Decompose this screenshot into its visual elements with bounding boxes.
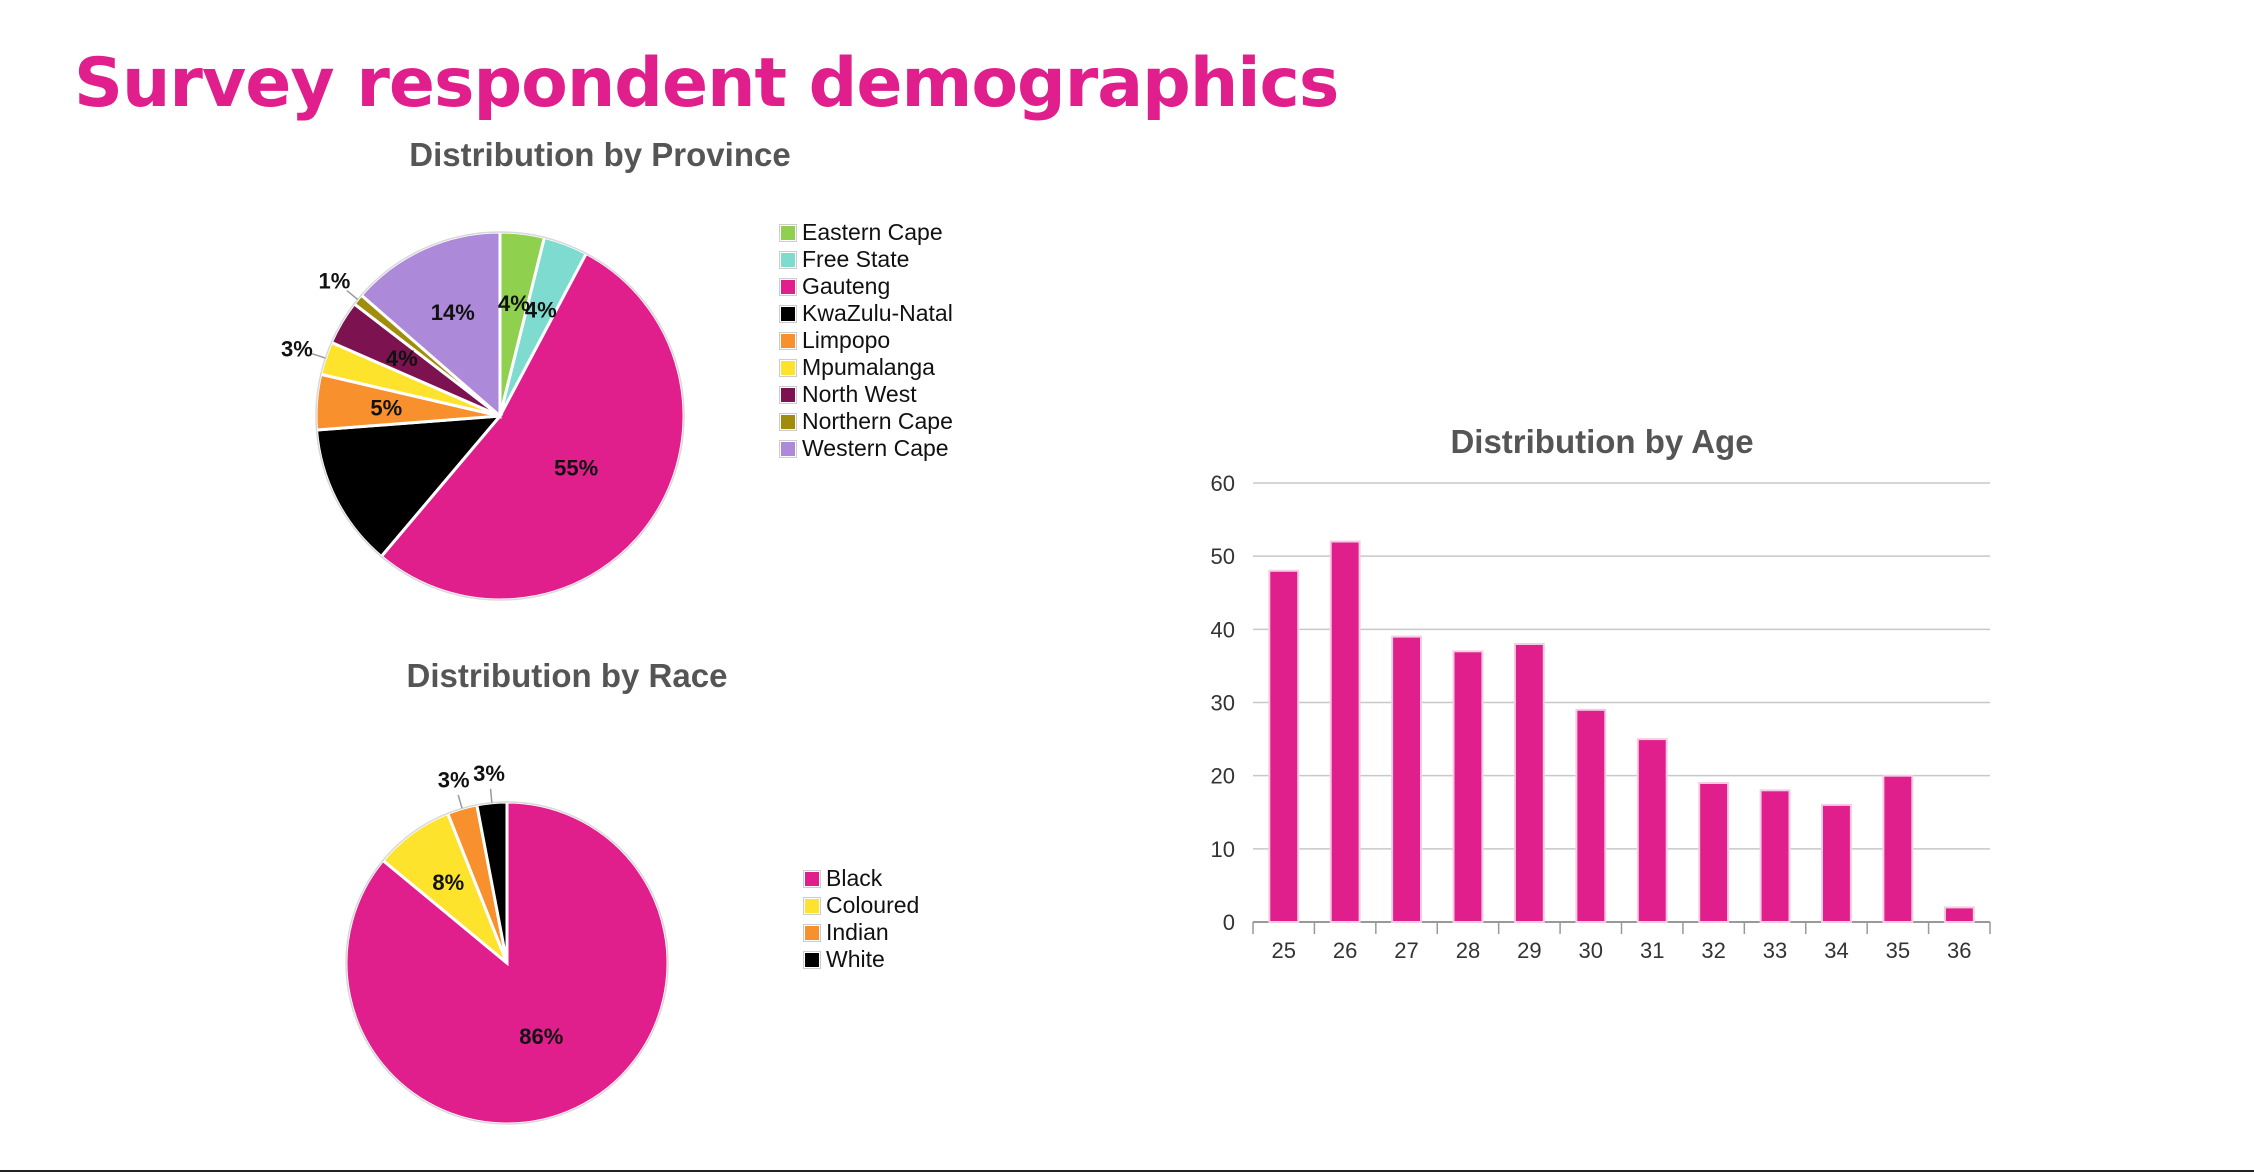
x-tick-label: 30	[1579, 938, 1603, 963]
pie-data-label: 1%	[319, 268, 351, 293]
legend-swatch	[779, 412, 797, 431]
bar-age-28	[1452, 650, 1484, 923]
pie-data-label: 3%	[473, 761, 505, 786]
pie-data-label: 5%	[370, 395, 402, 420]
legend-swatch	[803, 869, 821, 888]
legend-swatch	[779, 358, 797, 377]
label-leader-line	[489, 788, 493, 803]
province-chart-title: Distribution by Province	[409, 136, 791, 173]
y-tick-label: 30	[1211, 691, 1235, 716]
legend-swatch	[779, 439, 797, 458]
pie-data-label: 14%	[431, 300, 475, 325]
x-tick-label: 26	[1333, 938, 1357, 963]
label-leader-line	[457, 794, 463, 809]
bar-age-25	[1268, 569, 1300, 923]
age-chart-title: Distribution by Age	[1450, 423, 1754, 460]
legend-swatch	[803, 896, 821, 915]
pie-data-label: 4%	[498, 291, 530, 316]
label-leader-line	[346, 289, 359, 300]
pie-data-label: 8%	[432, 870, 464, 895]
x-tick-label: 33	[1763, 938, 1787, 963]
legend-swatch	[779, 331, 797, 350]
legend-label: Coloured	[826, 892, 920, 918]
x-tick-label: 35	[1886, 938, 1910, 963]
x-tick-label: 34	[1824, 938, 1848, 963]
x-tick-label: 36	[1947, 938, 1971, 963]
y-tick-label: 50	[1211, 544, 1235, 569]
legend-label: White	[826, 946, 885, 972]
bar-age-35	[1882, 774, 1914, 924]
bar-age-36	[1943, 906, 1975, 924]
bar-age-29	[1513, 643, 1545, 923]
x-tick-label: 29	[1517, 938, 1541, 963]
legend-label: Gauteng	[802, 273, 891, 299]
legend-item-limpopo: Limpopo	[779, 327, 953, 354]
legend-item-mpumalanga: Mpumalanga	[779, 354, 953, 381]
province-legend: Eastern Cape Free State Gauteng KwaZulu-Nat…	[779, 219, 953, 462]
x-tick-label: 32	[1701, 938, 1725, 963]
legend-item-eastern-cape: Eastern Cape	[779, 219, 953, 246]
pie-data-label: 3%	[438, 768, 470, 793]
legend-item-coloured: Coloured	[803, 892, 920, 919]
legend-label: Free State	[802, 246, 910, 272]
y-tick-label: 0	[1223, 910, 1235, 935]
legend-swatch	[779, 385, 797, 404]
legend-item-western-cape: Western Cape	[779, 435, 953, 462]
x-tick-label: 27	[1394, 938, 1418, 963]
legend-label: Western Cape	[802, 435, 949, 461]
legend-swatch	[803, 923, 821, 942]
y-tick-label: 10	[1211, 837, 1235, 862]
legend-item-white: White	[803, 946, 919, 973]
bar-age-26	[1329, 540, 1361, 923]
legend-item-indian: Indian	[803, 919, 919, 946]
legend-item-northern-cape: Northern Cape	[779, 408, 953, 435]
pie-data-label: 55%	[554, 456, 598, 481]
bottom-divider	[0, 1170, 2254, 1172]
y-tick-label: 60	[1211, 471, 1235, 496]
x-tick-label: 28	[1456, 938, 1480, 963]
pie-data-label: 4%	[386, 346, 418, 371]
pie-data-label: 86%	[519, 1024, 563, 1049]
legend-swatch	[779, 250, 797, 269]
pie-data-label: 4%	[525, 298, 557, 323]
x-tick-label: 31	[1640, 938, 1664, 963]
pie-data-label: 3%	[281, 337, 313, 362]
bar-age-33	[1759, 789, 1791, 923]
legend-label: Eastern Cape	[802, 219, 943, 245]
label-leader-line	[311, 352, 326, 359]
bar-age-30	[1575, 708, 1607, 923]
page-title: Survey respondent demographics	[74, 44, 1339, 123]
legend-swatch	[779, 223, 797, 242]
bar-age-31	[1636, 738, 1668, 923]
pie-outline	[345, 801, 669, 1125]
legend-label: Indian	[826, 919, 889, 945]
legend-label: Limpopo	[802, 327, 891, 353]
bar-age-34	[1821, 803, 1852, 924]
legend-item-free-state: Free State	[779, 246, 953, 273]
legend-swatch	[779, 304, 797, 323]
race-chart-title: Distribution by Race	[406, 657, 728, 694]
legend-item-kwazulu-natal: KwaZulu-Natal	[779, 300, 953, 327]
legend-label: Mpumalanga	[802, 354, 935, 380]
legend-item-north-west: North West	[779, 381, 953, 408]
legend-item-black: Black	[803, 865, 919, 892]
legend-label: Northern Cape	[802, 408, 953, 434]
legend-label: Black	[826, 865, 883, 891]
y-tick-label: 40	[1211, 617, 1235, 642]
bar-age-27	[1391, 635, 1422, 923]
legend-item-gauteng: Gauteng	[779, 273, 953, 300]
pie-outline	[315, 231, 685, 601]
y-tick-label: 20	[1211, 764, 1235, 789]
race-legend: Black Coloured Indian White	[803, 865, 920, 973]
legend-swatch	[803, 950, 821, 969]
bar-age-32	[1698, 782, 1730, 923]
x-tick-label: 25	[1271, 938, 1295, 963]
legend-label: North West	[802, 381, 917, 407]
legend-swatch	[779, 277, 797, 296]
legend-label: KwaZulu-Natal	[802, 300, 953, 326]
